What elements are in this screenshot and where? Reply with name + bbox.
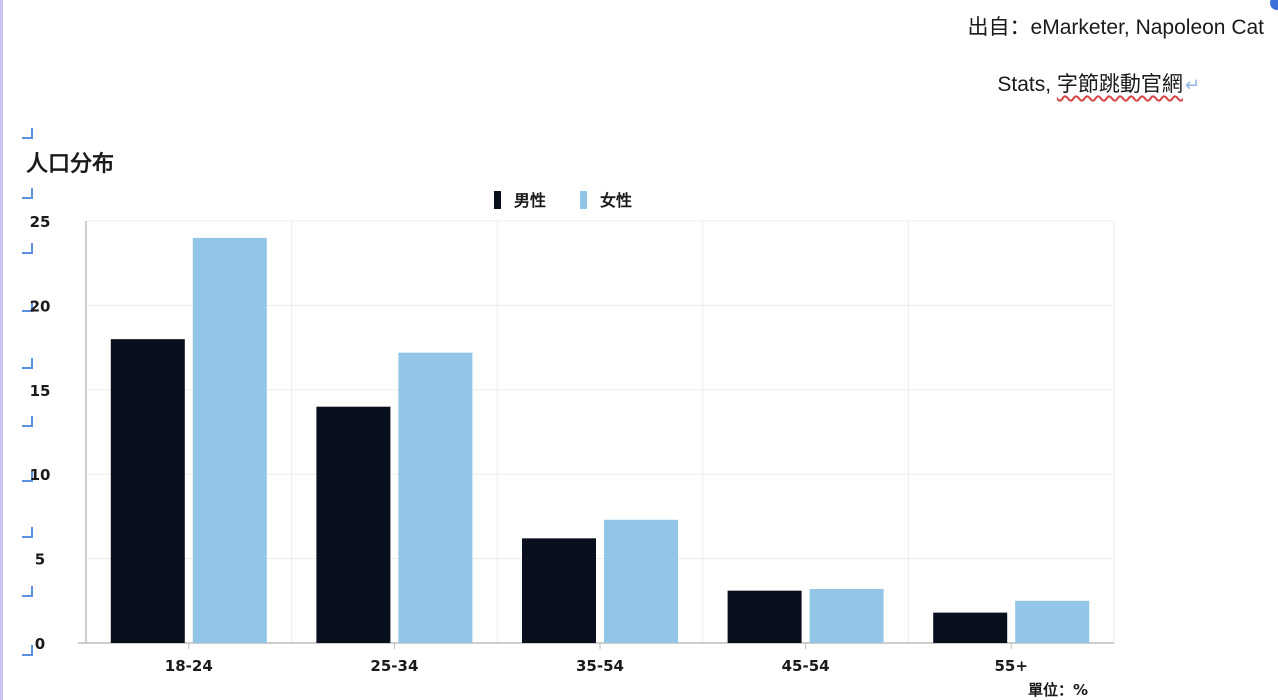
legend-label: 女性: [600, 191, 632, 210]
paragraph-mark-icon: [22, 527, 33, 538]
legend-swatch-female: [580, 191, 587, 209]
x-tick-label: 55+: [994, 657, 1027, 675]
y-tick-label: 25: [30, 213, 51, 231]
bar-male: [933, 612, 1008, 643]
bar-male: [727, 590, 802, 643]
y-tick-label: 0: [35, 635, 45, 653]
left-border: [0, 0, 3, 700]
bar-male: [522, 538, 596, 643]
x-tick-label: 35-54: [576, 657, 624, 675]
bar-female: [1015, 600, 1090, 643]
bar-female: [809, 588, 884, 643]
x-tick-label: 18-24: [165, 657, 213, 675]
legend-swatch-male: [494, 191, 501, 209]
paragraph-mark-icon: [22, 301, 33, 312]
source-line-2: Stats, 字節跳動官網 ↵: [997, 68, 1200, 98]
corner-indicator: [1270, 0, 1278, 10]
legend-label: 男性: [514, 191, 546, 210]
y-tick-label: 20: [30, 297, 51, 315]
source-line-1: 出自：eMarketer, Napoleon Cat: [967, 16, 1264, 39]
x-tick-label: 45-54: [782, 657, 830, 675]
paragraph-mark-icon: [22, 645, 33, 656]
y-tick-label: 5: [35, 551, 45, 569]
y-tick-label: 10: [30, 466, 51, 484]
paragraph-mark-icon: [22, 416, 33, 427]
paragraph-mark-icon: [22, 128, 33, 139]
spellcheck-underlined-text[interactable]: 字節跳動官網: [1056, 73, 1183, 96]
x-tick-label: 25-34: [370, 657, 418, 675]
chart-title: 人口分布: [26, 152, 115, 177]
paragraph-mark-icon: [22, 358, 33, 369]
bar-male: [110, 339, 185, 643]
paragraph-return-icon: ↵: [1184, 75, 1200, 95]
paragraph-mark-icon: [22, 586, 33, 597]
source-line-2-prefix: Stats,: [997, 73, 1052, 96]
unit-label: 單位：%: [1028, 681, 1089, 699]
paragraph-mark-icon: [22, 471, 33, 482]
bar-female: [192, 237, 267, 643]
y-tick-label: 15: [30, 382, 51, 400]
bar-female: [604, 519, 678, 643]
bar-male: [316, 406, 391, 643]
paragraph-mark-icon: [22, 188, 33, 199]
bar-female: [398, 352, 473, 643]
paragraph-mark-icon: [22, 243, 33, 254]
